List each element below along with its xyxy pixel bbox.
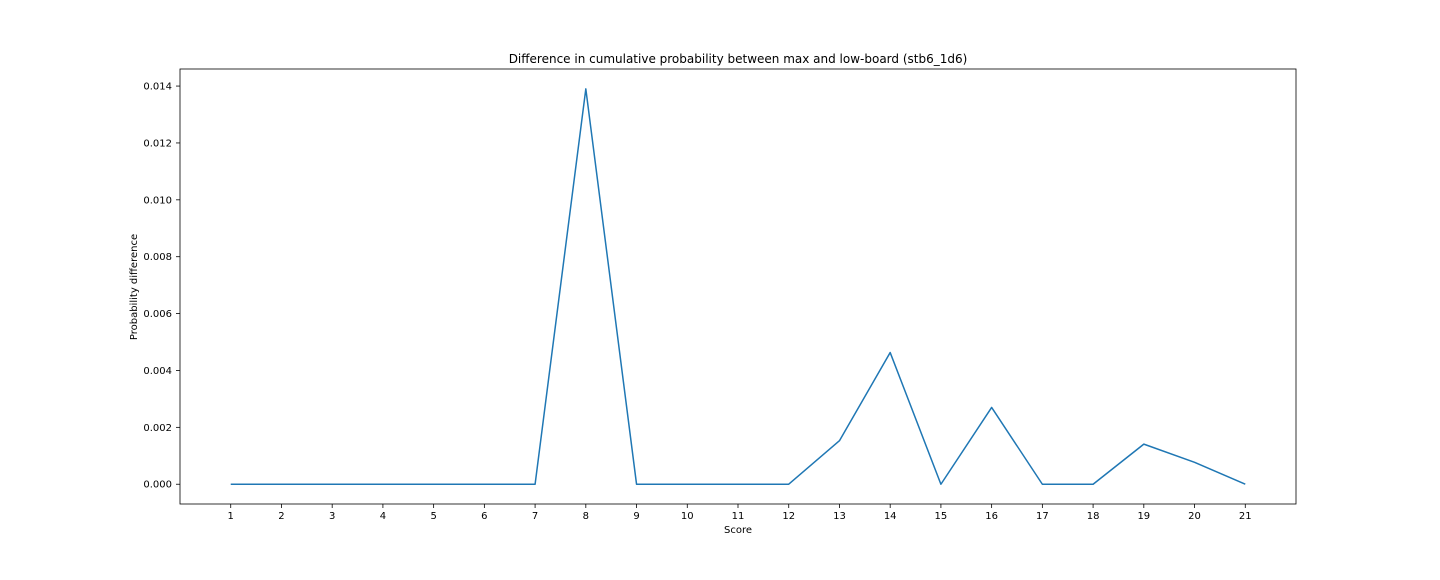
x-tick-label: 9: [633, 511, 639, 522]
y-tick-label: 0.002: [143, 423, 172, 434]
x-tick-label: 2: [278, 511, 284, 522]
y-tick-label: 0.006: [143, 309, 172, 320]
y-tick-label: 0.000: [143, 480, 172, 491]
chart-title: Difference in cumulative probability bet…: [509, 52, 968, 66]
x-tick-label: 7: [532, 511, 538, 522]
x-tick-label: 16: [985, 511, 998, 522]
x-tick-label: 10: [681, 511, 694, 522]
plot-area: [230, 88, 1246, 485]
x-axis-label: Score: [724, 525, 752, 536]
x-tick-label: 13: [833, 511, 846, 522]
x-tick-label: 19: [1137, 511, 1150, 522]
series-line: [230, 88, 1246, 485]
x-tick-label: 17: [1036, 511, 1049, 522]
y-axis-label: Probability difference: [129, 234, 140, 340]
x-tick-label: 3: [329, 511, 335, 522]
x-tick-label: 21: [1239, 511, 1252, 522]
x-tick-label: 1: [228, 511, 234, 522]
x-tick-label: 8: [583, 511, 589, 522]
x-tick-label: 4: [380, 511, 386, 522]
y-tick-label: 0.004: [143, 366, 172, 377]
y-tick-label: 0.012: [143, 138, 172, 149]
x-tick-label: 5: [430, 511, 436, 522]
plot-frame: [179, 68, 1297, 505]
y-tick-label: 0.014: [143, 82, 172, 93]
x-tick-label: 20: [1188, 511, 1201, 522]
axes: 1 2 3 4 5 6 7 8 9 10 11 12 13 14 15 16 17 18 19 20 210.0000.…: [143, 68, 1297, 522]
x-tick-label: 15: [935, 511, 948, 522]
x-tick-label: 14: [884, 511, 897, 522]
y-tick-label: 0.010: [143, 195, 172, 206]
y-tick-label: 0.008: [143, 252, 172, 263]
x-tick-label: 18: [1087, 511, 1100, 522]
x-tick-label: 11: [732, 511, 745, 522]
x-tick-label: 6: [481, 511, 487, 522]
x-tick-label: 12: [782, 511, 795, 522]
